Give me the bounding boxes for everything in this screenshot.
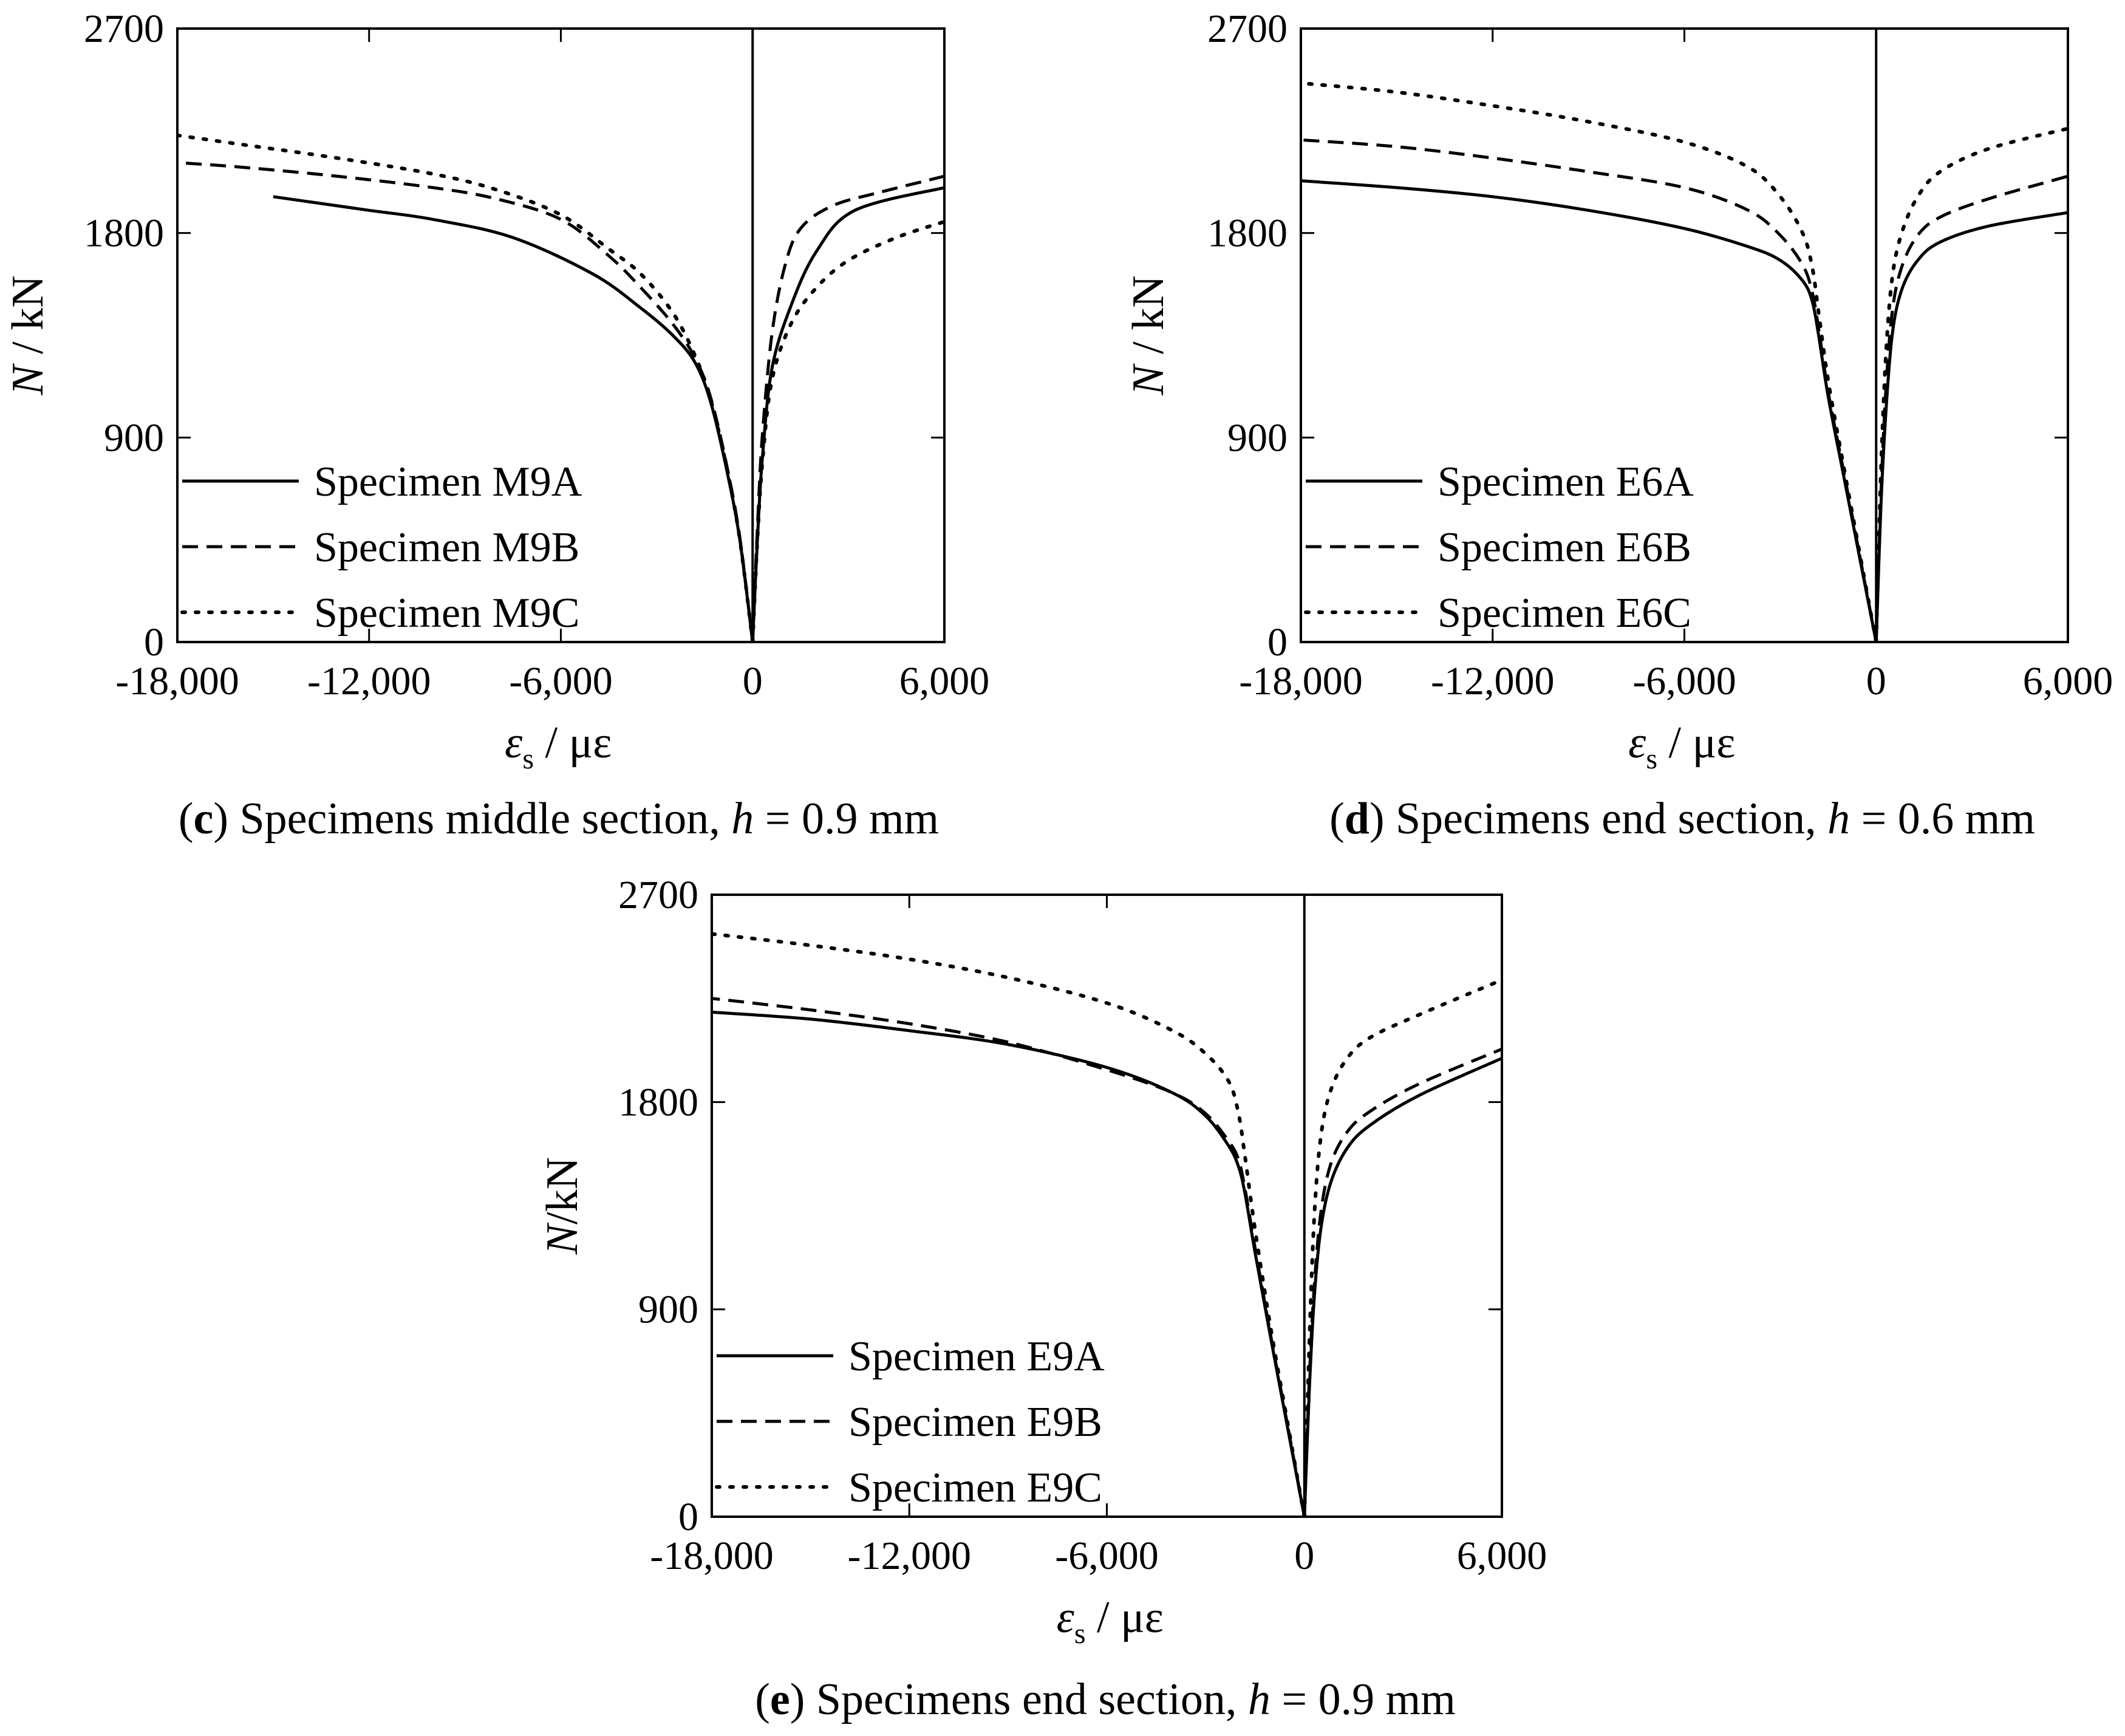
y-tick-label: 1800	[618, 1080, 698, 1124]
y-axis-unit: /kN	[537, 1157, 587, 1225]
legend-label: Specimen M9B	[314, 524, 579, 571]
x-tick-label: -18,000	[115, 659, 239, 703]
y-axis-label: N/kN	[537, 1157, 587, 1255]
x-tick-label: -12,000	[848, 1534, 971, 1578]
series-curves	[1301, 81, 2068, 642]
x-axis-unit: / με	[1086, 1593, 1164, 1642]
series-line-2-right	[751, 174, 944, 642]
y-tick-label: 1800	[84, 211, 164, 256]
panel-caption: (e) Specimens end section, h = 0.9 mm	[755, 1675, 1456, 1724]
legend-label: Specimen M9C	[314, 590, 579, 637]
y-tick-label: 1800	[1207, 211, 1288, 256]
series-line-1-left	[273, 195, 754, 642]
x-tick-label: -18,000	[650, 1534, 773, 1578]
x-axis-unit: / με	[534, 718, 612, 768]
x-tick-label: -6,000	[1632, 659, 1736, 703]
caption-letter: e	[770, 1675, 790, 1724]
y-tick-label: 0	[144, 620, 164, 665]
caption-letter: d	[1345, 794, 1369, 844]
x-axis-symbol: ε	[505, 718, 523, 768]
panel-caption: (d) Specimens end section, h = 0.6 mm	[1329, 794, 2035, 844]
x-axis-subscript: s	[522, 743, 534, 775]
x-axis-label: εs / με	[1628, 718, 1735, 775]
chart-panel-d: -18,000 -12,000 -6,000 0 6,000 0 900 1800 2700 Sp…	[1124, 7, 2113, 844]
x-tick-label: -6,000	[1055, 1534, 1158, 1578]
series-line-3-right	[1302, 978, 1502, 1517]
legend-label: Specimen E6C	[1438, 590, 1691, 637]
legend-label: Specimen E9A	[848, 1333, 1105, 1380]
x-tick-label: 6,000	[2023, 659, 2113, 703]
x-tick-label: 6,000	[899, 659, 990, 703]
series-line-3-left	[177, 133, 755, 642]
series-curves	[712, 932, 1502, 1517]
chart-panel-c: -18,000 -12,000 -6,000 0 6,000 0 900 1800 2700 Sp…	[3, 7, 989, 844]
x-axis-subscript: s	[1074, 1618, 1086, 1650]
caption-open-paren: (	[1329, 794, 1345, 844]
panel-caption: (c) Specimens middle section, h = 0.9 mm	[179, 794, 939, 844]
caption-h-value: = 0.9 mm	[1271, 1675, 1456, 1724]
caption-h-value: = 0.6 mm	[1850, 794, 2035, 844]
y-tick-label: 900	[1227, 415, 1288, 460]
y-axis-symbol: N	[1124, 363, 1173, 396]
y-axis-symbol: N	[537, 1222, 587, 1255]
x-tick-label: -6,000	[509, 659, 612, 703]
x-axis-label: εs / με	[505, 718, 612, 775]
x-tick-label: -12,000	[307, 659, 431, 703]
series-line-3-left	[712, 932, 1306, 1517]
caption-h-symbol: h	[1248, 1675, 1271, 1724]
series-curves	[177, 133, 944, 642]
legend-label: Specimen E6B	[1438, 524, 1691, 571]
series-line-2-left	[1301, 138, 1878, 642]
x-tick-label: -12,000	[1431, 659, 1554, 703]
series-line-1-right	[1874, 211, 2068, 642]
plot-frame	[711, 894, 1503, 1518]
x-tick-label: 0	[1294, 1534, 1314, 1578]
x-axis-label: εs / με	[1057, 1593, 1164, 1650]
chart-panel-e: -18,000 -12,000 -6,000 0 6,000 0 900 1800 2700 Sp…	[537, 873, 1547, 1724]
caption-open-paren: (	[755, 1675, 770, 1724]
y-axis-symbol: N	[3, 363, 53, 396]
y-axis-unit: / kN	[1124, 275, 1173, 365]
y-axis-unit: / kN	[3, 275, 53, 365]
series-line-3-right	[751, 220, 944, 642]
x-axis-subscript: s	[1646, 743, 1657, 775]
caption-open-paren: (	[179, 794, 194, 844]
y-tick-label: 2700	[84, 7, 164, 51]
caption-text: ) Specimens end section,	[790, 1675, 1248, 1724]
caption-text: ) Specimens middle section,	[213, 794, 731, 844]
x-tick-label: 0	[1866, 659, 1886, 703]
y-tick-label: 0	[678, 1495, 698, 1539]
series-line-2-right	[1874, 174, 2068, 642]
caption-text: ) Specimens end section,	[1369, 794, 1827, 844]
legend-label: Specimen E9C	[848, 1464, 1102, 1511]
series-line-1-right	[1303, 1057, 1502, 1517]
legend-label: Specimen M9A	[314, 459, 582, 505]
x-tick-label: 0	[743, 659, 763, 703]
caption-h-symbol: h	[1827, 794, 1850, 844]
caption-letter: c	[194, 794, 214, 844]
y-tick-label: 900	[104, 415, 164, 460]
x-tick-label: -18,000	[1239, 659, 1362, 703]
series-line-1-left	[1301, 179, 1878, 642]
y-tick-label: 2700	[618, 873, 698, 917]
series-line-3-right	[1874, 126, 2068, 642]
x-tick-label: 6,000	[1457, 1534, 1547, 1578]
x-axis-unit: / με	[1657, 718, 1735, 768]
x-axis-symbol: ε	[1628, 718, 1646, 768]
caption-h-value: = 0.9 mm	[754, 794, 939, 844]
series-line-1-right	[751, 186, 944, 642]
x-axis-symbol: ε	[1057, 1593, 1075, 1642]
y-axis-label: N / kN	[1124, 275, 1173, 395]
y-axis-label: N / kN	[3, 275, 53, 395]
caption-h-symbol: h	[731, 794, 754, 844]
y-tick-label: 0	[1267, 620, 1288, 665]
y-tick-label: 2700	[1207, 7, 1288, 51]
series-line-2-right	[1303, 1047, 1502, 1517]
series-line-3-left	[1301, 81, 1878, 642]
y-tick-label: 900	[638, 1288, 698, 1332]
legend-label: Specimen E9B	[848, 1399, 1102, 1446]
legend-label: Specimen E6A	[1438, 459, 1694, 505]
